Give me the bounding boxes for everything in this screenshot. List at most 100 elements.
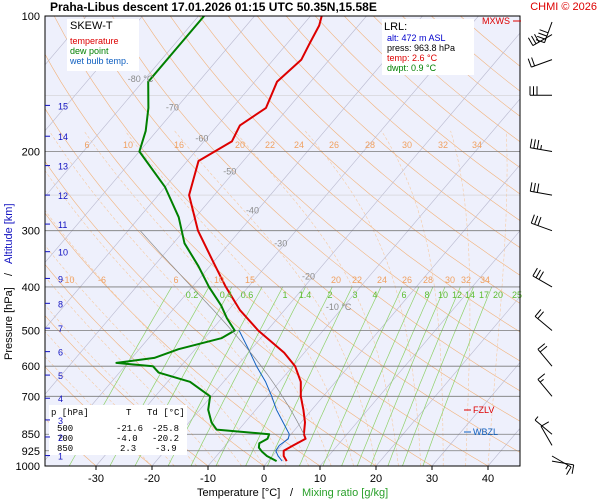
pressure-label: 500 <box>22 326 40 338</box>
mixing-ratio-label: 10 <box>438 290 448 300</box>
mixing-ratio-label: 25 <box>512 290 522 300</box>
wind-barb-flag <box>537 373 546 380</box>
moist-adiabat <box>45 170 287 466</box>
adiabat-label: 30 <box>402 140 412 150</box>
adiabat-label: 32 <box>438 140 448 150</box>
moist-adiabat <box>124 130 354 466</box>
moist-adiabat <box>83 130 332 466</box>
mixing-ratio-label: 8 <box>424 290 429 300</box>
x-tick-label: -20 <box>144 473 160 485</box>
wind-barb-flag <box>534 309 542 317</box>
wind-barb-shaft <box>532 34 553 47</box>
altitude-label: 2 <box>58 433 63 443</box>
lrl-temp: temp: 2.6 °C <box>387 53 438 63</box>
x-tick-label: 40 <box>482 473 494 485</box>
table-header-td: Td [°C] <box>147 408 185 418</box>
mixing-ratio-label: 6 <box>401 290 406 300</box>
lrl-dwpt: dwpt: 0.9 °C <box>387 63 437 73</box>
isotherm <box>431 362 520 466</box>
wind-barb <box>532 267 553 288</box>
grid-layer <box>45 16 600 466</box>
isotherm <box>45 16 423 461</box>
altitude-label: 6 <box>58 348 63 358</box>
table-row-2-t: 2.3 <box>120 444 136 454</box>
axis-ticks: -30 -20 -10 0 10 20 30 401002003004005006007008… <box>16 11 495 485</box>
altitude-label: 4 <box>58 394 63 404</box>
wind-barb-flag <box>531 35 537 45</box>
wind-barb <box>527 34 553 47</box>
wind-barb-shaft <box>551 460 574 466</box>
adiabat-label: 26 <box>402 275 412 285</box>
table-row-1-p: 700 <box>57 434 73 444</box>
isotherm-label: -30 <box>274 238 287 248</box>
isotherm <box>544 16 600 466</box>
ylabel-altitude: Altitude [km] <box>3 203 15 264</box>
wind-barb-half-flag <box>565 464 569 470</box>
table-row-0-p: 500 <box>57 424 73 434</box>
adiabat-label: 16 <box>174 140 184 150</box>
legend-box <box>67 19 139 71</box>
wind-barb-shaft <box>534 419 553 435</box>
mixing-ratio-label: 0.4 <box>220 290 233 300</box>
adiabat-label: 10 <box>123 140 133 150</box>
legend: SKEW-T temperature dew point wet bulb te… <box>67 19 139 71</box>
legend-temperature: temperature <box>70 36 119 46</box>
wind-barb-flag <box>527 37 534 46</box>
wind-barb-half-flag <box>539 378 544 383</box>
altitude-label: 14 <box>58 132 68 142</box>
pressure-label: 400 <box>22 282 40 294</box>
wind-barb-flag <box>529 182 533 192</box>
wind-barb-half-flag <box>540 145 542 150</box>
isotherm <box>95 16 479 466</box>
isotherm-label: -60 <box>195 133 208 143</box>
isotherm-label: -50 <box>223 166 236 176</box>
table-row-0-td: -25.8 <box>152 424 179 434</box>
adiabat-label: 32 <box>461 275 471 285</box>
pressure-label: 200 <box>22 146 40 158</box>
wind-barb <box>551 455 572 476</box>
adiabat-label: 34 <box>472 140 482 150</box>
wind-barb-shaft <box>530 190 553 196</box>
adiabat-label: 28 <box>423 275 433 285</box>
legend-title: SKEW-T <box>70 20 113 32</box>
altitude-label: 3 <box>58 416 63 426</box>
isotherm <box>45 16 143 132</box>
x-tick-label: -10 <box>200 473 216 485</box>
wind-barb <box>534 309 553 331</box>
wind-barb-flag <box>534 215 539 225</box>
wind-barb-flag <box>537 216 542 226</box>
isotherm-label: -10 °C <box>326 302 352 312</box>
altitude-label: 11 <box>58 220 67 230</box>
lrl-title: LRL: <box>384 21 407 33</box>
moist-adiabat <box>49 130 310 466</box>
wind-barb-flag <box>539 29 549 34</box>
wind-barb <box>529 182 553 196</box>
wind-barb-flag <box>537 35 546 40</box>
lrl-box: LRL: alt: 472 m ASL press: 963.8 hPa tem… <box>382 19 474 75</box>
wind-barb <box>551 460 575 474</box>
isotherm-label: -70 <box>166 102 179 112</box>
legend-wetbulb: wet bulb temp. <box>69 56 129 66</box>
xlabel-temperature: Temperature [°C] <box>197 487 280 499</box>
wind-barb-flag <box>536 183 540 193</box>
moist-adiabat <box>174 130 377 466</box>
isotherm <box>45 16 255 263</box>
table-row-0-t: -21.6 <box>116 424 143 434</box>
wind-barb <box>537 373 553 397</box>
x-tick-label: -30 <box>88 473 104 485</box>
altitude-label: 7 <box>58 324 63 334</box>
mixing-ratio-label: 14 <box>465 290 475 300</box>
wind-barb-shaft <box>540 426 553 446</box>
altitude-label: 12 <box>58 191 68 201</box>
labels-layer: -80 °C-70-60-50-40-30-20-10 °C6 10 16 20 22 2… <box>61 74 522 312</box>
wind-barb-flag <box>533 182 536 192</box>
lrl-press: press: 963.8 hPa <box>387 43 455 53</box>
wind-barb-flag <box>538 271 544 280</box>
mxws-marker: MXWS <box>482 16 510 26</box>
mixing-ratio-label: 0.6 <box>241 290 254 300</box>
mixing-ratio-label: 12 <box>452 290 462 300</box>
wind-barb-shaft <box>534 316 553 331</box>
altitude-label: 1 <box>58 452 63 462</box>
wind-barb-shaft <box>530 147 553 152</box>
pressure-label: 600 <box>22 361 40 373</box>
